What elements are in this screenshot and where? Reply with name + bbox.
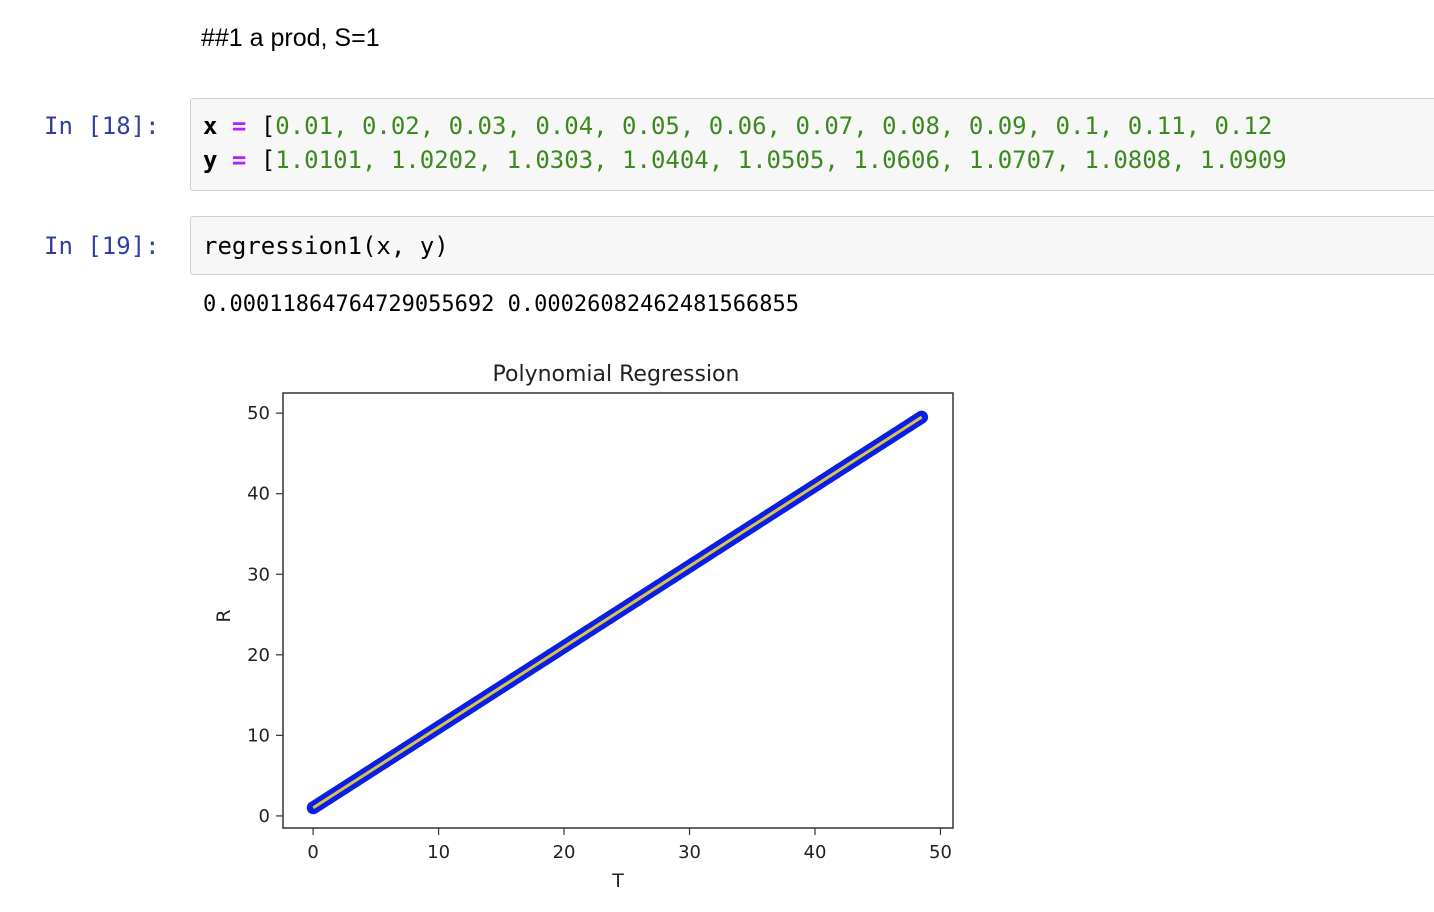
y-tick-label: 10 [247,725,270,746]
y-tick-label: 30 [247,564,270,585]
cell-18-prompt: In [18]: [44,112,160,140]
code-var-x: x [203,112,218,140]
x-tick-label: 10 [427,842,450,863]
cell-19-output: 0.00011864764729055692 0.000260824624815… [203,292,800,317]
plot-area [306,410,929,815]
plot-frame [282,392,954,829]
y-tick-label: 40 [247,484,270,505]
x-tick-label: 50 [929,842,952,863]
x-tick-label: 30 [678,842,701,863]
markdown-heading: ##1 a prod, S=1 [201,24,380,52]
y-axis-label: R [213,609,235,622]
x-tick-label: 20 [553,842,576,863]
code-var-y: y [203,146,218,174]
code-cell-19[interactable]: regression1(x, y) [190,216,1434,275]
code-open-x: [ [260,112,276,140]
code-line-regression: regression1(x, y) [203,232,449,260]
code-line-y: y = [1.0101, 1.0202, 1.0303, 1.0404, 1.0… [203,146,1287,174]
x-axis-ticks: 0 10 20 30 40 50 [307,828,952,863]
code-values-x: 0.01, 0.02, 0.03, 0.04, 0.05, 0.06, 0.07… [275,112,1273,140]
code-op-y: = [231,146,247,174]
x-axis-label: T [611,870,624,892]
y-axis-ticks: 0 10 20 30 40 50 [247,403,283,827]
y-tick-label: 50 [247,403,270,424]
cell-19-prompt: In [19]: [44,232,160,260]
regression-plot: Polynomial Regression 0 10 20 30 40 50 0 10 20 3… [213,362,954,892]
code-open-y: [ [260,146,276,174]
y-tick-label: 20 [247,645,270,666]
x-tick-label: 40 [804,842,827,863]
regression-line [312,415,923,810]
code-values-y: 1.0101, 1.0202, 1.0303, 1.0404, 1.0505, … [275,146,1287,174]
chart-title: Polynomial Regression [493,362,740,387]
code-op-x: = [231,112,247,140]
y-tick-label: 0 [259,806,270,827]
x-tick-label: 0 [307,842,318,863]
code-cell-18[interactable]: x = [0.01, 0.02, 0.03, 0.04, 0.05, 0.06,… [190,98,1434,191]
code-line-x: x = [0.01, 0.02, 0.03, 0.04, 0.05, 0.06,… [203,112,1272,140]
